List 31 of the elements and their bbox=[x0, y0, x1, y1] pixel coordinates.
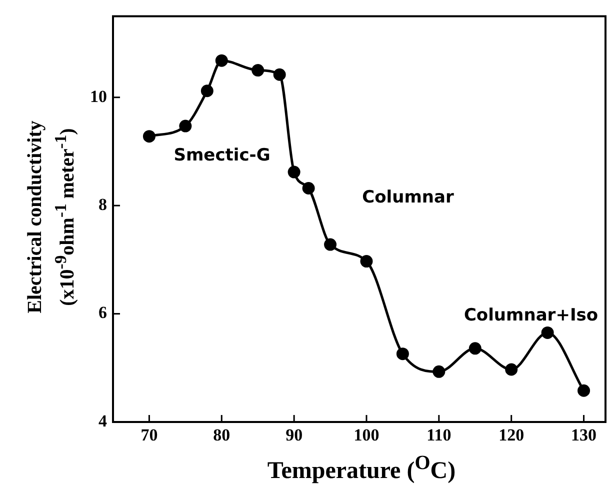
point bbox=[505, 363, 518, 376]
x-tick-label: 130 bbox=[571, 426, 597, 445]
point bbox=[432, 365, 446, 378]
y-tick-label: 6 bbox=[98, 303, 107, 322]
point bbox=[360, 255, 373, 268]
x-axis-title: Temperature ($^{O}$C) bbox=[266, 451, 457, 486]
point bbox=[468, 342, 482, 355]
x-tick-label: 80 bbox=[213, 426, 230, 445]
x-tick-label: 120 bbox=[498, 426, 524, 445]
y-tick-label: 8 bbox=[98, 194, 107, 214]
point bbox=[288, 166, 300, 178]
point bbox=[396, 348, 409, 360]
x-tick-label: 100 bbox=[354, 426, 380, 445]
annotation: Columnar+Iso bbox=[464, 305, 598, 326]
point bbox=[541, 326, 554, 339]
annotation: Smectic-G bbox=[174, 145, 270, 166]
point bbox=[273, 68, 286, 81]
point bbox=[324, 238, 337, 251]
y-tick-label: 4 bbox=[98, 411, 108, 430]
point bbox=[215, 54, 228, 67]
point bbox=[252, 64, 264, 77]
point bbox=[179, 120, 192, 132]
point bbox=[578, 384, 590, 397]
x-tick-label: 90 bbox=[286, 426, 303, 445]
point bbox=[302, 182, 315, 195]
point bbox=[200, 84, 214, 98]
x-tick-label: 110 bbox=[426, 426, 452, 445]
point bbox=[142, 130, 156, 143]
annotation: Columnar bbox=[362, 187, 454, 208]
x-tick-label: 70 bbox=[140, 426, 158, 445]
y-tick-label: 10 bbox=[90, 86, 107, 106]
